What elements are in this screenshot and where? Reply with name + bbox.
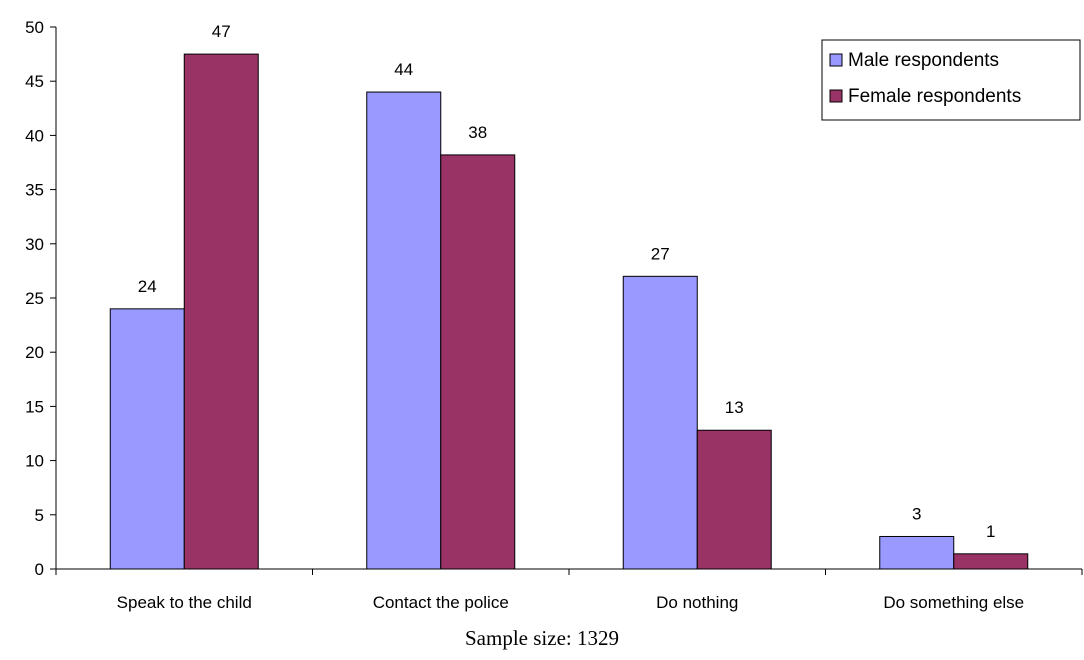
sample-size-caption: Sample size: 1329	[465, 626, 619, 650]
y-tick-label: 40	[25, 126, 44, 145]
y-tick-label: 0	[35, 560, 44, 579]
y-tick-label: 50	[25, 18, 44, 37]
bar-male	[622, 275, 698, 570]
bar-female	[440, 154, 516, 570]
y-tick-label: 5	[35, 506, 44, 525]
bar-male	[109, 308, 185, 570]
data-label: 27	[651, 244, 670, 263]
y-tick-label: 15	[25, 397, 44, 416]
bar-male	[879, 535, 955, 570]
legend-swatch-male	[829, 53, 843, 67]
y-tick-label: 25	[25, 289, 44, 308]
y-tick-label: 45	[25, 72, 44, 91]
data-label: 44	[394, 60, 413, 79]
legend-swatch-female	[829, 89, 843, 103]
data-label: 24	[138, 277, 157, 296]
data-label: 1	[986, 522, 995, 541]
bar-chart: 0 5 10 15 20 25 30 35 40 45 50 Speak to the child 24…	[25, 18, 1083, 612]
data-label: 13	[725, 398, 744, 417]
legend-label-male: Male respondents	[848, 50, 999, 71]
y-tick-label: 30	[25, 235, 44, 254]
data-label: 47	[212, 22, 231, 41]
y-tick-label: 35	[25, 181, 44, 200]
legend-label-female: Female respondents	[848, 86, 1021, 107]
y-tick-label: 20	[25, 343, 44, 362]
category-label: Speak to the child	[117, 593, 252, 612]
bar-female	[183, 53, 259, 570]
data-label: 3	[912, 504, 921, 523]
category-label: Do something else	[883, 593, 1024, 612]
data-label: 38	[468, 123, 487, 142]
legend-box	[821, 39, 1081, 121]
bar-male	[366, 91, 442, 570]
y-tick-label: 10	[25, 452, 44, 471]
bar-female	[696, 429, 772, 570]
category-label: Do nothing	[656, 593, 738, 612]
category-label: Contact the police	[373, 593, 509, 612]
bar-female	[953, 553, 1029, 570]
